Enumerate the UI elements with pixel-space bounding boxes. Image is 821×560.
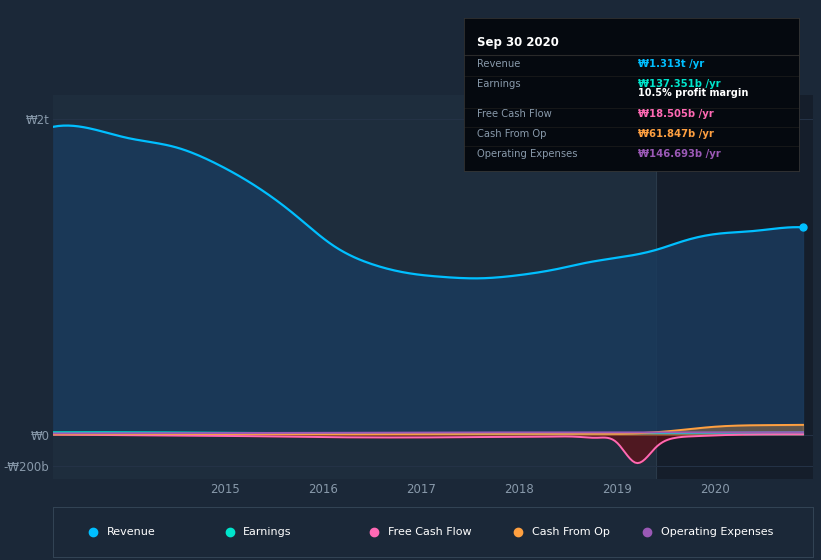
Text: Earnings: Earnings: [243, 527, 291, 537]
Text: Operating Expenses: Operating Expenses: [477, 149, 578, 159]
Text: Free Cash Flow: Free Cash Flow: [388, 527, 471, 537]
Text: ₩61.847b /yr: ₩61.847b /yr: [638, 129, 714, 139]
Text: ₩146.693b /yr: ₩146.693b /yr: [638, 149, 721, 159]
Text: ₩18.505b /yr: ₩18.505b /yr: [638, 109, 713, 119]
Text: ₩137.351b /yr: ₩137.351b /yr: [638, 79, 721, 89]
Text: Operating Expenses: Operating Expenses: [661, 527, 773, 537]
Text: Free Cash Flow: Free Cash Flow: [477, 109, 552, 119]
Text: Sep 30 2020: Sep 30 2020: [477, 36, 559, 49]
Text: ₩1.313t /yr: ₩1.313t /yr: [638, 59, 704, 69]
Text: Revenue: Revenue: [477, 59, 521, 69]
Text: Revenue: Revenue: [107, 527, 155, 537]
Text: Earnings: Earnings: [477, 79, 521, 89]
Bar: [656, 95, 813, 479]
Text: 10.5% profit margin: 10.5% profit margin: [638, 88, 749, 98]
Text: Cash From Op: Cash From Op: [532, 527, 610, 537]
Text: Cash From Op: Cash From Op: [477, 129, 547, 139]
